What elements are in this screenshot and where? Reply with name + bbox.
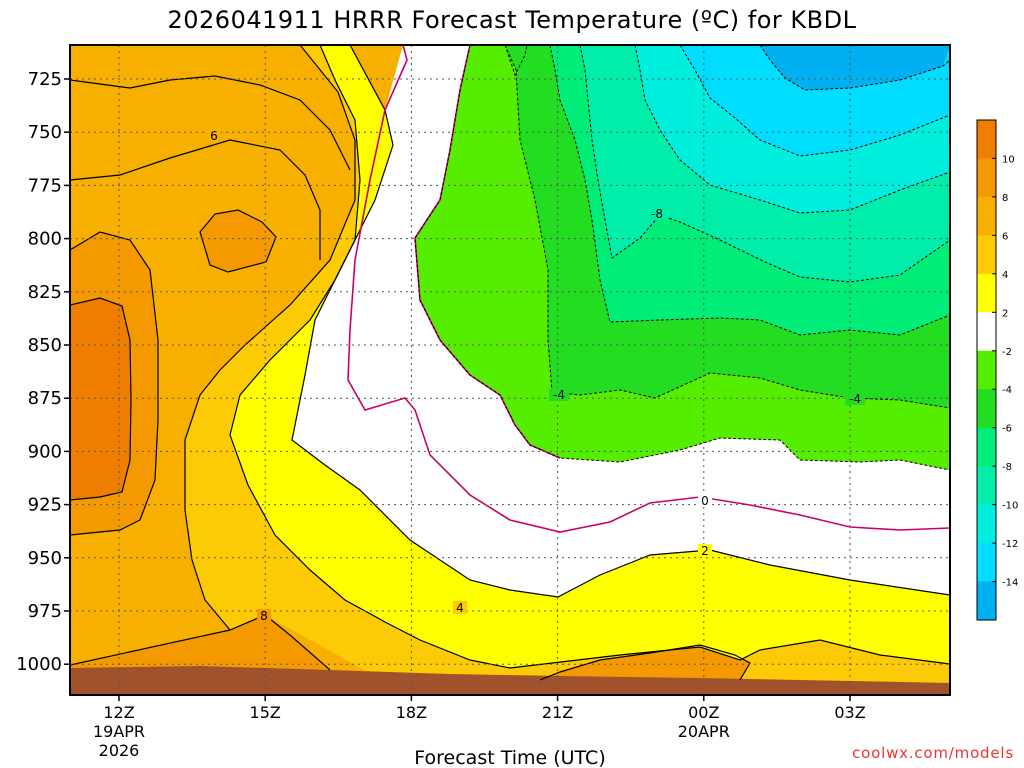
grid-layer — [70, 45, 950, 695]
contour-line-8-bottom2 — [539, 644, 751, 681]
y-tick-label: 825 — [28, 282, 62, 303]
y-tick-label: 875 — [28, 388, 62, 409]
colorbar-tick-label: -14 — [1002, 578, 1018, 589]
y-tick-label: 975 — [28, 601, 62, 622]
y-tick-label: 900 — [28, 441, 62, 462]
x-tick-label: 12Z — [103, 703, 134, 722]
contour-label-neg8: -8 — [651, 207, 663, 221]
colorbar-swatch — [977, 466, 996, 506]
contour-label-0: 0 — [701, 494, 709, 508]
bin-fill-2-4 — [230, 45, 950, 668]
x-tick-label: 15Z — [250, 703, 281, 722]
contour-line-6-top — [70, 75, 351, 171]
contour-line-neg4-small — [504, 45, 528, 77]
colorbar-frame — [976, 119, 997, 621]
colorbar-tick-label: 4 — [1002, 270, 1008, 281]
x-axis-label: Forecast Time (UTC) — [414, 747, 605, 768]
colorbar-tick-label: 8 — [1002, 193, 1008, 204]
contour-line-8-small — [199, 209, 277, 273]
contour-line-8-upper — [70, 139, 321, 260]
bin-fill-below-neg14 — [760, 45, 950, 90]
contour-label-4: 4 — [456, 601, 464, 615]
colorbar-tick-label: -10 — [1002, 501, 1018, 512]
contour-line-neg2 — [414, 45, 950, 471]
contour-line-neg4 — [504, 45, 950, 409]
x-tick-label: 00Z — [688, 703, 719, 722]
plot-frame — [69, 44, 951, 696]
colorbar-tick-label: -2 — [1002, 347, 1012, 358]
contour-label-8: 8 — [260, 609, 268, 623]
y-tick-label: 925 — [28, 495, 62, 516]
colorbar-swatch — [977, 158, 996, 198]
y-tick-label: 725 — [28, 69, 62, 90]
contour-label-6: 6 — [210, 129, 218, 143]
contour-label-neg4: -4 — [553, 388, 565, 402]
contour-line-0 — [347, 45, 950, 533]
bin-fill-10-plus — [70, 298, 131, 500]
contour-label-2: 2 — [701, 544, 709, 558]
colorbar-tick-label: -6 — [1002, 424, 1012, 435]
contour-line-neg8 — [579, 45, 950, 283]
y-tick-label: 800 — [28, 229, 62, 250]
x-tick-label: 21Z — [542, 703, 573, 722]
ground-surface — [70, 666, 950, 695]
colorbar: 10 8 6 4 2 -2 -4 -6 -8 -10 -12 -14 — [976, 119, 1018, 621]
colorbar-swatch — [977, 120, 996, 159]
colorbar-tick-label: 2 — [1002, 308, 1008, 319]
colorbar-swatch — [977, 427, 996, 467]
colorbar-tick-label: -8 — [1002, 462, 1012, 473]
contour-line-6 — [184, 45, 356, 631]
contour-line-neg12 — [679, 45, 950, 157]
y-axis: 725 750 775 800 825 850 875 900 925 950 975 1000 — [16, 69, 70, 675]
colorbar-swatch — [977, 504, 996, 544]
chart-title: 2026041911 HRRR Forecast Temperature (ºC… — [168, 6, 857, 34]
colorbar-tick-label: 10 — [1002, 154, 1015, 165]
y-tick-label: 950 — [28, 548, 62, 569]
y-tick-label: 775 — [28, 175, 62, 196]
x-tick-year: 2026 — [99, 741, 140, 760]
x-tick-date: 20APR — [678, 722, 730, 741]
colorbar-swatch — [977, 312, 996, 352]
colorbar-swatch — [977, 581, 996, 621]
contour-line-neg6 — [549, 45, 950, 336]
x-tick-label: 03Z — [834, 703, 865, 722]
colorbar-swatch — [977, 350, 996, 390]
contour-label-neg4-right: -4 — [849, 392, 861, 406]
colorbar-swatch — [977, 235, 996, 275]
colorbar-tick-label: -12 — [1002, 539, 1018, 550]
bin-fill-neg2-2 — [292, 45, 950, 597]
colorbar-swatch — [977, 543, 996, 583]
colorbar-swatch — [977, 196, 996, 236]
y-tick-label: 1000 — [16, 654, 62, 675]
y-tick-label: 750 — [28, 122, 62, 143]
x-tick-date: 19APR — [93, 722, 145, 741]
colorbar-swatch — [977, 273, 996, 313]
colorbar-tick-label: -4 — [1002, 385, 1012, 396]
bin-fill-8-10-small — [200, 210, 276, 272]
credit-text[interactable]: coolwx.com/models — [852, 744, 1014, 762]
contour-line-8-left — [70, 231, 159, 536]
contour-line-neg10 — [634, 45, 950, 214]
colorbar-tick-label: 6 — [1002, 231, 1008, 242]
contour-line-10 — [70, 297, 132, 501]
colorbar-swatch — [977, 389, 996, 429]
contour-line-neg14 — [759, 45, 950, 91]
x-tick-label: 18Z — [396, 703, 427, 722]
contour-labels: 6 8 4 0 2 -4 -8 -4 — [207, 129, 865, 623]
y-tick-label: 850 — [28, 335, 62, 356]
bin-fill-8-10-bottom2 — [540, 645, 750, 680]
